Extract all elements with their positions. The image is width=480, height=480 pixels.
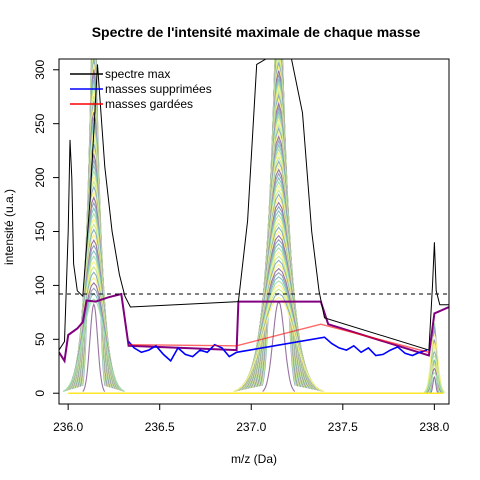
scan-trace [426,367,443,394]
scan-trace [65,255,123,392]
series-line-1 [59,59,449,351]
scan-trace [429,359,440,393]
scan-trace [235,271,323,392]
legend-label-3: masses gardées [105,97,193,111]
legend-label-1: spectre max [105,67,170,81]
x-tick-label: 236.5 [145,420,175,434]
scan-trace [66,239,122,391]
x-tick-label: 236.0 [53,420,83,434]
axes: 236.0 236.5 237.0 237.5 238.0 0 50 100 150 200 250… [33,58,450,434]
scan-trace [424,372,444,394]
scan-trace [62,298,125,392]
y-tick-label: 250 [33,113,47,133]
y-tick-label: 200 [33,167,47,187]
x-tick-label: 237.5 [328,420,358,434]
scan-trace [63,292,125,392]
series-layer [59,59,449,363]
scan-trace [65,260,123,392]
x-tick-label: 237.0 [236,420,266,434]
scan-trace [238,234,319,391]
envelope-line [59,292,449,364]
y-tick-label: 150 [33,221,47,241]
chart-title: Spectre de l'intensité maximale de chaqu… [92,24,421,40]
legend-label-2: masses supprimées [105,82,212,96]
x-tick-label: 238.0 [419,420,449,434]
scan-trace [236,259,322,392]
y-axis-label: intensité (u.a.) [2,189,16,265]
y-tick-label: 100 [33,275,47,295]
scan-trace [427,363,442,394]
scan-trace [233,292,324,392]
series-line-3 [128,323,430,353]
scan-trace [63,276,124,392]
scan-trace [430,376,439,394]
y-tick-label: 0 [33,390,47,397]
scan-trace [240,218,318,391]
y-tick-label: 50 [33,332,47,346]
scan-trace [233,296,325,393]
scan-trace [238,230,319,391]
series-line-2 [127,336,428,363]
scan-trace [237,242,320,391]
scan-trace [82,302,106,392]
x-axis-label: m/z (Da) [231,452,277,466]
scan-trace [238,238,320,391]
peak-fan-238 [423,322,446,394]
scan-trace [235,267,322,392]
y-tick-label: 300 [33,59,47,79]
scan-trace [64,265,123,392]
scan-trace [423,355,446,393]
scan-trace [425,351,444,393]
